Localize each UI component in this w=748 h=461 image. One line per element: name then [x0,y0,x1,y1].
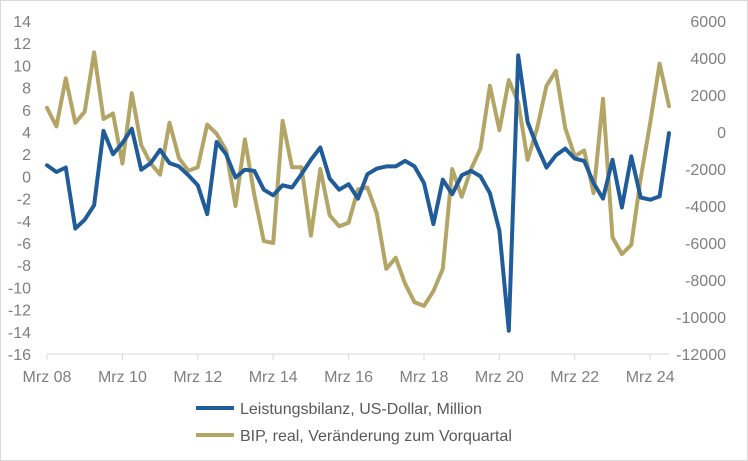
left-tick-label: -2 [17,192,31,209]
right-tick-label: -10000 [676,310,726,327]
left-tick-label: 2 [22,147,31,164]
legend: Leistungsbilanz, US-Dollar, Million BIP, … [196,401,512,445]
x-tick-label: Mrz 16 [324,369,373,386]
x-tick-label: Mrz 08 [23,369,72,386]
x-axis-ticks: Mrz 08 Mrz 10 Mrz 12 Mrz 14 Mrz 16 Mrz 18 Mrz … [23,354,675,386]
x-tick-label: Mrz 18 [400,369,449,386]
right-tick-label: 0 [717,125,726,142]
x-tick-label: Mrz 24 [626,369,675,386]
left-tick-label: -8 [17,258,31,275]
x-tick-label: Mrz 12 [173,369,222,386]
right-tick-label: -4000 [685,199,726,216]
legend-label: Leistungsbilanz, US-Dollar, Million [240,401,482,418]
right-tick-label: -2000 [685,162,726,179]
right-tick-label: -8000 [685,273,726,290]
right-axis-ticks: -12000 -10000 -8000 -6000 -4000 -2000 0 2000 400… [676,14,726,364]
legend-label: BIP, real, Veränderung zum Vorquartal [240,428,512,445]
right-tick-label: 2000 [690,88,726,105]
left-tick-label: -6 [17,236,31,253]
left-tick-label: 8 [22,81,31,98]
right-tick-label: 4000 [690,51,726,68]
left-tick-label: 14 [13,14,31,31]
x-tick-label: Mrz 10 [98,369,147,386]
series-layer [45,50,671,333]
series-line-bip [45,50,671,308]
left-tick-label: 0 [22,169,31,186]
left-tick-label: 6 [22,103,31,120]
right-tick-label: -12000 [676,347,726,364]
left-tick-label: 10 [13,58,31,75]
left-tick-label: -16 [8,347,31,364]
left-tick-label: -14 [8,325,31,342]
left-tick-label: -12 [8,303,31,320]
right-tick-label: -6000 [685,236,726,253]
x-tick-label: Mrz 22 [550,369,599,386]
x-tick-label: Mrz 14 [249,369,298,386]
right-tick-label: 6000 [690,14,726,31]
left-tick-label: -4 [17,214,31,231]
left-tick-label: -10 [8,280,31,297]
left-axis-ticks: -16 -14 -12 -10 -8 -6 -4 -2 0 2 4 6 8 10 12 14 [8,14,31,364]
series-line-leistungsbilanz [45,53,671,333]
left-tick-label: 4 [22,125,31,142]
left-tick-label: 12 [13,36,31,53]
x-tick-label: Mrz 20 [475,369,524,386]
